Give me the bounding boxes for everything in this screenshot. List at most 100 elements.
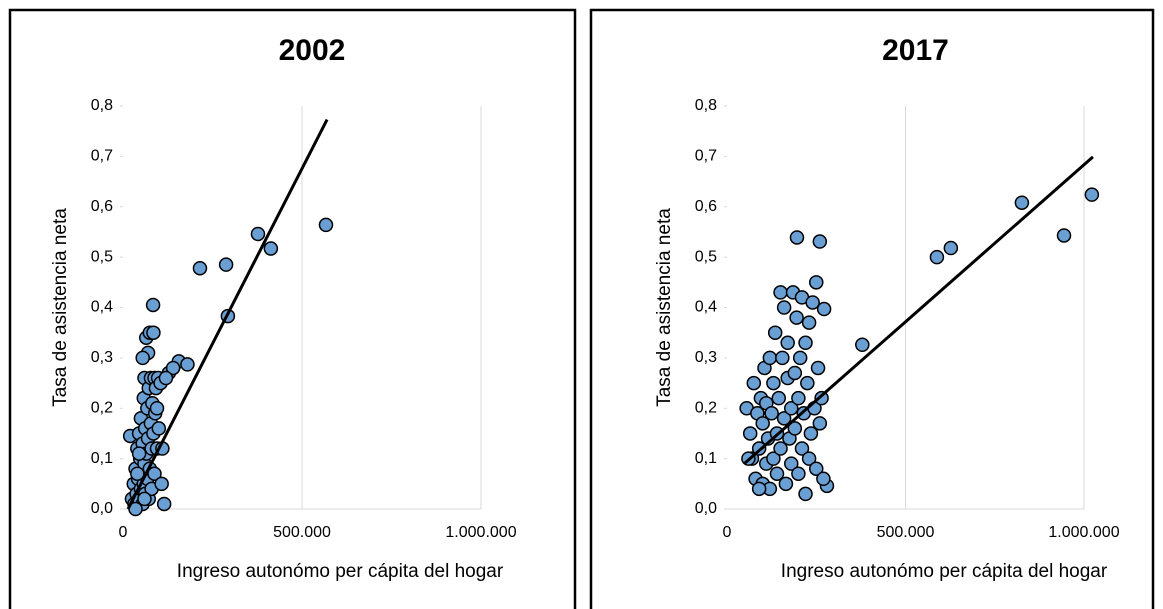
trend-line [743,155,1094,465]
y-axis-label: Tasa de asistencia neta [654,208,675,407]
y-tick-label: 0,3 [695,349,717,366]
point [801,315,817,330]
point [929,249,945,265]
y-axis-label: Tasa de asistencia neta [50,208,71,407]
panel-border [589,8,1155,609]
point [762,350,778,366]
y-tick-label: 0,5 [91,248,113,265]
point [135,350,150,366]
point [131,446,147,461]
x-axis-label: Ingreso autonómo per cápita del hogar [177,561,504,582]
point [776,300,792,315]
point [780,335,795,351]
x-tick-label: 0 [119,524,128,541]
point [800,375,815,391]
point [812,416,828,431]
point [801,451,817,466]
point [809,461,824,476]
y-tick-label: 0,1 [695,450,717,467]
point [751,481,767,497]
y-tick-label: 0,2 [91,399,113,416]
y-tick-label: 0,2 [695,399,717,416]
point [250,226,266,242]
y-tick-label: 0,3 [91,349,113,366]
point [792,350,808,366]
point [816,471,831,487]
x-tick-label: 500.000 [877,524,935,541]
point [1014,195,1030,210]
chart-title: 2017 [882,34,949,67]
point [855,337,870,353]
point [158,370,174,386]
y-tick-label: 0,1 [91,450,113,467]
point [791,466,806,481]
point [787,421,803,436]
point [771,390,787,406]
point [180,357,195,372]
y-tick-label: 0,8 [695,97,717,114]
point [773,441,788,456]
point [218,257,234,272]
y-tick-label: 0,5 [695,248,717,265]
point [812,234,828,249]
point [816,301,832,317]
point [766,375,781,391]
y-tick-label: 0,4 [91,299,113,316]
y-tick-label: 0,0 [695,500,717,517]
point [769,466,785,481]
point [809,275,824,290]
point [775,350,790,366]
point [154,476,169,492]
point [776,411,792,426]
point [784,401,799,416]
y-tick-label: 0,8 [91,97,113,114]
point [263,241,279,256]
point [943,240,959,256]
y-tick-label: 0,0 [91,500,113,517]
point [149,401,165,416]
point [742,426,758,441]
point [165,360,181,376]
point [810,360,826,376]
point [789,230,805,245]
point [798,486,813,502]
point [794,441,810,456]
point [318,217,334,233]
point [787,365,803,381]
point [130,466,145,481]
point [767,325,783,340]
panel-border [8,8,577,609]
point [784,456,799,471]
point [755,416,770,431]
y-tick-label: 0,6 [91,198,113,215]
y-tick-label: 0,6 [695,198,717,215]
y-tick-label: 0,4 [695,299,717,316]
point [791,390,806,406]
point [145,297,161,313]
point [766,451,781,466]
chart-title: 2002 [279,34,346,67]
point [798,335,813,351]
trend-line [126,118,329,510]
point [137,491,152,507]
point [1084,187,1100,202]
point [764,406,779,421]
point [814,390,829,406]
point [192,260,208,276]
y-tick-label: 0,7 [695,148,717,165]
point [805,295,820,310]
x-tick-label: 0 [723,524,732,541]
x-tick-label: 1.000.000 [445,524,516,541]
point [151,421,167,436]
x-tick-label: 500.000 [273,524,331,541]
x-axis-label: Ingreso autonómo per cápita del hogar [781,561,1108,582]
point [1056,228,1072,243]
y-tick-label: 0,7 [91,148,113,165]
point [746,375,762,391]
point [156,496,172,512]
point [147,466,162,481]
point [146,325,161,340]
point [773,285,788,300]
